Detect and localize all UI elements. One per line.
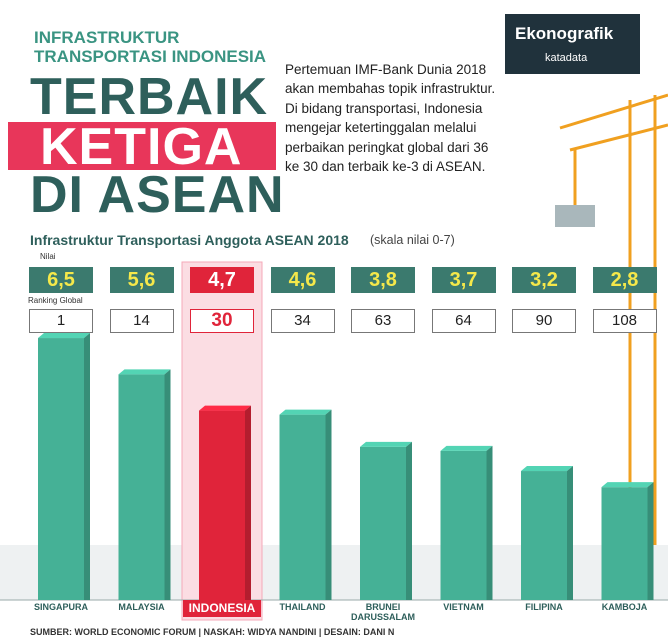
value-label: 3,8 — [351, 267, 415, 293]
brand-name: Ekonografik — [515, 24, 614, 43]
chart-title: Infrastruktur Transportasi Anggota ASEAN… — [30, 232, 349, 248]
bar-top — [440, 445, 493, 451]
bar-side — [245, 405, 251, 600]
bar-face — [360, 446, 406, 600]
bar-side — [325, 409, 332, 600]
intro-text: Pertemuan IMF-Bank Dunia 2018 akan memba… — [285, 62, 496, 175]
bar-face — [279, 414, 326, 600]
value-label: 4,6 — [270, 267, 335, 293]
bar-top — [118, 369, 171, 375]
headline-band — [8, 122, 276, 170]
publisher: katadata — [545, 52, 588, 64]
bar — [199, 405, 251, 600]
bar-top — [360, 441, 412, 447]
headline: TERBAIK — [30, 68, 269, 126]
source: SUMBER: WORLD ECONOMIC FORUM | NASKAH: W… — [30, 627, 395, 637]
bar-top — [38, 333, 90, 339]
rank-label: 30 — [190, 309, 254, 333]
rank-label: 34 — [270, 309, 335, 333]
value-label: 5,6 — [109, 267, 174, 293]
bar-top — [199, 405, 251, 411]
category-label: FILIPINA — [525, 602, 563, 612]
bar-side — [647, 482, 654, 600]
rank-caption: Ranking Global — [28, 296, 83, 305]
bar-face — [118, 374, 165, 600]
category-label: KAMBOJA — [601, 602, 648, 612]
rank-label: 64 — [431, 309, 496, 333]
rank-label: 63 — [351, 309, 415, 333]
bar-top — [601, 482, 654, 488]
bar — [279, 409, 332, 600]
bar — [521, 466, 573, 600]
bar-side — [486, 445, 493, 600]
rank-label: 14 — [109, 309, 174, 333]
bar-side — [406, 441, 412, 600]
brand-badge: Ekonografik katadata — [505, 14, 640, 74]
kicker: INFRASTRUKTUR TRANSPORTASI INDONESIA — [34, 28, 267, 66]
chart-subtitle: (skala nilai 0-7) — [370, 233, 455, 247]
bar — [440, 445, 493, 600]
value-caption: Nilai — [40, 252, 56, 261]
crane-load — [555, 205, 595, 227]
category-label: BRUNEI DARUSSALAM — [351, 602, 415, 622]
rank-label: 90 — [512, 309, 576, 333]
bar-face — [38, 338, 84, 600]
bar-side — [567, 466, 573, 600]
rank-label: 108 — [592, 309, 657, 333]
bar — [601, 482, 654, 600]
bar-top — [279, 409, 332, 415]
bar-face — [521, 471, 567, 600]
bar-face — [440, 450, 487, 600]
category-label: MALAYSIA — [118, 602, 165, 612]
bar-side — [84, 333, 90, 600]
value-label: 4,7 — [190, 267, 254, 293]
bar — [118, 369, 171, 600]
category-label: INDONESIA — [183, 600, 261, 617]
value-label: 3,2 — [512, 267, 576, 293]
category-label: THAILAND — [279, 602, 326, 612]
category-label: SINGAPURA — [33, 602, 88, 612]
rank-label: 1 — [29, 309, 93, 333]
value-label: 6,5 — [29, 267, 93, 293]
bar-side — [164, 369, 171, 600]
category-label: VIETNAM — [443, 602, 484, 612]
bar — [360, 441, 412, 600]
headline: DI ASEAN — [30, 166, 285, 224]
bar-face — [601, 487, 648, 600]
value-label: 2,8 — [592, 267, 657, 293]
bar — [38, 333, 90, 600]
bar-top — [521, 466, 573, 472]
value-label: 3,7 — [431, 267, 496, 293]
headline: KETIGA — [40, 118, 243, 176]
bar-face — [199, 410, 245, 600]
